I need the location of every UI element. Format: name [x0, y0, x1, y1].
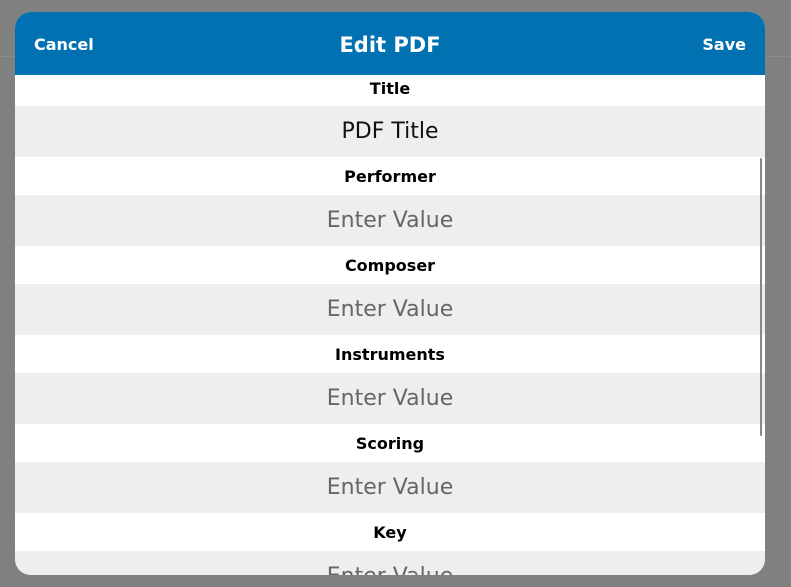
field-label-composer: Composer: [344, 256, 436, 275]
dialog-header: Cancel Edit PDF Save: [15, 12, 765, 75]
save-button[interactable]: Save: [702, 35, 746, 54]
field-label-title: Title: [369, 79, 411, 98]
field-label-key: Key: [373, 523, 407, 542]
edit-pdf-dialog: Cancel Edit PDF Save Title Performer Com…: [15, 12, 765, 575]
instruments-input[interactable]: [15, 373, 765, 424]
title-input[interactable]: [15, 106, 765, 157]
field-label-instruments: Instruments: [335, 345, 445, 364]
field-label-performer: Performer: [344, 167, 436, 186]
composer-input[interactable]: [15, 284, 765, 335]
fields-list[interactable]: Title Performer Composer Instruments Sco…: [15, 75, 765, 575]
scrollbar[interactable]: [760, 158, 762, 436]
field-label-scoring: Scoring: [355, 434, 425, 453]
scoring-input[interactable]: [15, 462, 765, 513]
key-input[interactable]: [15, 551, 765, 575]
dialog-title: Edit PDF: [339, 33, 441, 57]
cancel-button[interactable]: Cancel: [34, 35, 94, 54]
performer-input[interactable]: [15, 195, 765, 246]
